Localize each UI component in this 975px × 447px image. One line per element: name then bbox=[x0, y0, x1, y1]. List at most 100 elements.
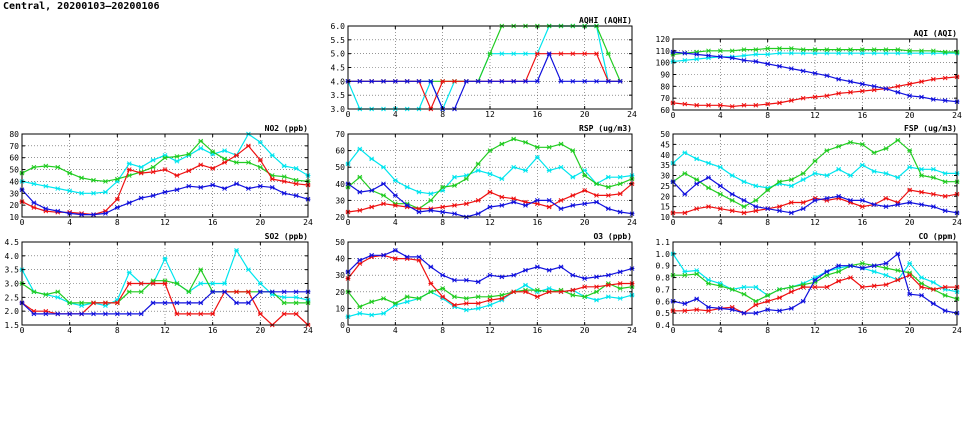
data-point bbox=[428, 78, 434, 84]
page-title: Central, 20200103–20200106 bbox=[3, 1, 160, 12]
data-point bbox=[706, 48, 711, 54]
data-point bbox=[487, 189, 493, 195]
x-tick-label: 4 bbox=[393, 110, 398, 119]
data-point bbox=[930, 191, 936, 197]
data-point bbox=[594, 193, 599, 198]
series-red bbox=[19, 143, 311, 217]
data-point bbox=[706, 308, 711, 314]
y-tick-label: 40 bbox=[660, 151, 670, 160]
data-point bbox=[31, 289, 37, 295]
data-point bbox=[511, 78, 517, 84]
data-point bbox=[210, 281, 216, 286]
y-tick-label: 15 bbox=[660, 203, 670, 212]
y-tick-label: 0.7 bbox=[656, 285, 671, 294]
data-point bbox=[546, 198, 552, 203]
x-tick-label: 16 bbox=[858, 326, 868, 335]
y-tick-label: 90 bbox=[660, 71, 670, 80]
data-point bbox=[694, 206, 700, 212]
data-point bbox=[859, 81, 865, 87]
data-point bbox=[848, 263, 853, 269]
data-point bbox=[293, 289, 299, 295]
data-point bbox=[883, 50, 889, 56]
data-point bbox=[859, 88, 865, 94]
data-point bbox=[416, 254, 422, 260]
series-blue bbox=[345, 247, 635, 285]
data-point bbox=[222, 289, 227, 295]
y-tick-label: 70 bbox=[335, 130, 345, 139]
data-point bbox=[293, 294, 299, 300]
data-point bbox=[836, 47, 842, 53]
data-point bbox=[694, 49, 700, 55]
data-point bbox=[765, 187, 771, 193]
data-point bbox=[369, 252, 375, 258]
data-point bbox=[126, 167, 132, 172]
series-blue bbox=[670, 175, 960, 216]
data-point bbox=[293, 181, 299, 187]
y-tick-label: 60 bbox=[660, 106, 670, 115]
chart-o3: 0 4 8 12 16 20 24 0 10 20 30 40 50 O3 (ppb) bbox=[335, 232, 637, 335]
data-point bbox=[523, 289, 528, 295]
data-point bbox=[546, 51, 552, 57]
series-blue bbox=[670, 49, 960, 105]
data-point bbox=[523, 168, 528, 173]
x-tick-label: 16 bbox=[858, 111, 868, 120]
data-point bbox=[930, 48, 936, 54]
data-point bbox=[79, 311, 84, 317]
data-point bbox=[475, 168, 481, 173]
data-point bbox=[729, 287, 735, 292]
data-point bbox=[848, 79, 853, 84]
data-point bbox=[788, 289, 794, 295]
data-point bbox=[43, 311, 49, 317]
data-point bbox=[753, 302, 759, 308]
data-point bbox=[907, 272, 913, 278]
x-tick-label: 4 bbox=[67, 326, 72, 335]
data-point bbox=[31, 311, 37, 317]
data-point bbox=[91, 190, 96, 196]
series-blue bbox=[345, 51, 623, 112]
data-point bbox=[706, 185, 711, 191]
data-point bbox=[475, 198, 481, 203]
data-point bbox=[907, 93, 913, 99]
data-point bbox=[682, 171, 688, 176]
data-point bbox=[848, 198, 853, 203]
data-point bbox=[91, 300, 96, 306]
data-point bbox=[800, 206, 806, 212]
data-point bbox=[930, 96, 936, 102]
data-point bbox=[919, 173, 924, 178]
data-point bbox=[777, 308, 782, 314]
data-point bbox=[883, 260, 889, 266]
data-point bbox=[800, 68, 806, 74]
data-point bbox=[392, 178, 398, 183]
data-point bbox=[617, 78, 623, 84]
x-tick-label: 16 bbox=[533, 110, 543, 119]
data-point bbox=[67, 300, 73, 306]
data-point bbox=[729, 208, 735, 214]
data-point bbox=[930, 204, 936, 209]
data-point bbox=[859, 260, 865, 266]
chart-title: FSP (ug/m3) bbox=[904, 124, 957, 133]
x-tick-label: 4 bbox=[718, 326, 723, 335]
data-point bbox=[67, 170, 73, 176]
data-point bbox=[729, 173, 735, 178]
data-point bbox=[440, 78, 446, 84]
data-point bbox=[848, 139, 853, 145]
y-tick-label: 50 bbox=[660, 130, 670, 139]
data-point bbox=[942, 49, 948, 55]
data-point bbox=[682, 101, 688, 107]
data-point bbox=[942, 293, 948, 298]
data-point bbox=[788, 183, 794, 189]
data-point bbox=[812, 70, 818, 76]
data-point bbox=[293, 177, 299, 183]
data-point bbox=[198, 162, 204, 168]
grid bbox=[348, 26, 632, 109]
x-tick-label: 24 bbox=[627, 218, 637, 227]
data-point bbox=[293, 311, 299, 317]
data-point bbox=[895, 251, 901, 257]
data-point bbox=[570, 174, 576, 180]
data-point bbox=[753, 204, 759, 209]
data-point bbox=[428, 281, 434, 286]
data-point bbox=[162, 189, 168, 195]
data-point bbox=[428, 289, 434, 295]
data-point bbox=[694, 56, 700, 62]
data-point bbox=[246, 160, 251, 165]
